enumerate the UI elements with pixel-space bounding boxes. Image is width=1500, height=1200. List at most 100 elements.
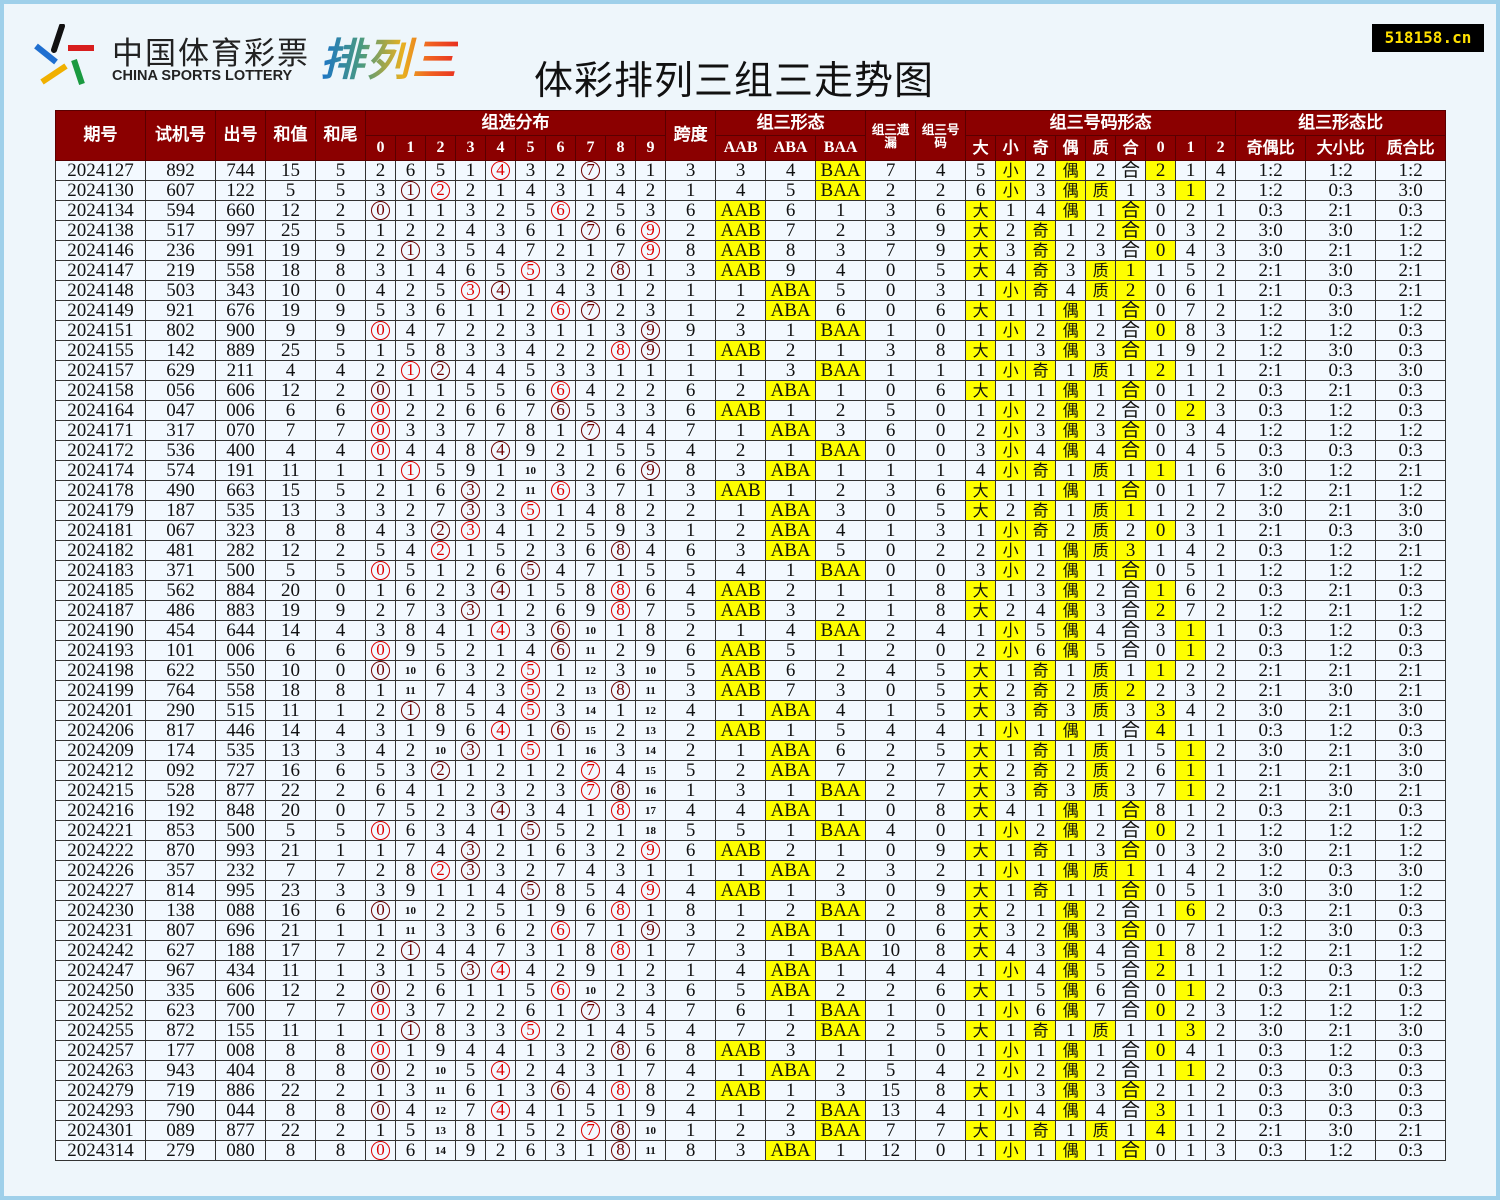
attr-cell: 大 [965,1020,997,1041]
span-cell: 1 [665,360,717,381]
dist-cell-8: 5 [605,200,636,221]
sum-cell: 18 [265,680,316,701]
form-cell: BAA [815,440,867,461]
attr-cell: 2 [1055,680,1087,701]
form-cell: 2 [815,220,867,241]
sum-cell: 11 [265,460,316,481]
dist-cell-3: 1 [455,980,486,1001]
attr-cell: 3 [1055,260,1087,281]
issue-cell: 2024183 [55,560,146,581]
dist-cell-4: 1 [485,740,516,761]
form-cell: BAA [815,180,867,201]
header-digit-8: 8 [605,135,636,161]
attr-cell: 2 [1055,240,1087,261]
dist-cell-7: 5 [575,1100,606,1121]
dist-cell-2: 3 [425,920,456,941]
attr-cell: 6 [915,920,967,941]
dist-cell-1: 3 [395,760,426,781]
span-cell: 4 [665,440,717,461]
ratio-cell: 1:2 [1375,220,1447,241]
attr-cell: 1 [1025,300,1057,321]
ratio-cell: 1:2 [1235,560,1307,581]
road-cell-1: 8 [1145,800,1177,821]
attr-cell: 质 [1085,860,1117,881]
table-row: 2024181 067 323 8 8 4 3 2 3 4 1 2 5 9 3 1 2 ABA 4 1 3 1 小奇 2 质 2 0… [55,520,1447,541]
ratio-cell: 3:0 [1235,240,1307,261]
star-logo-icon [34,24,94,85]
draw-cell: 500 [215,560,266,581]
span-cell: 6 [665,400,717,421]
attr-cell: 2 [1085,900,1117,921]
header-ratio-col-2: 质合比 [1375,135,1447,161]
attr-cell: 3 [965,440,997,461]
ratio-cell: 0:3 [1305,860,1377,881]
dist-cell-4: 6 [485,920,516,941]
tail-cell: 5 [315,160,366,181]
draw-cell: 446 [215,720,266,741]
ratio-cell: 3 [1205,1000,1237,1021]
road-cell-0: 合 [1115,940,1147,961]
attr-cell: 大 [965,940,997,961]
dist-cell-5: 2 [515,780,546,801]
dist-cell-1: 2 [395,400,426,421]
ratio-cell: 2:1 [1305,240,1377,261]
hit-circle: 6 [551,641,570,660]
road-cell-0: 1 [1115,180,1147,201]
form-cell: BAA [815,1120,867,1141]
dist-cell-1: 1 [395,180,426,201]
tail-cell: 4 [315,720,366,741]
header-attr-col-6: 0 [1145,135,1177,161]
tail-cell: 9 [315,320,366,341]
ratio-cell: 3 [1205,1140,1237,1161]
dist-cell-8: 3 [605,740,636,761]
sum-cell: 15 [265,480,316,501]
dist-cell-3: 7 [455,420,486,441]
hit-circle: 8 [611,681,630,700]
dist-cell-7: 3 [575,280,606,301]
table-row: 2024157 629 211 4 4 2 1 2 4 4 5 3 3 1 1 1 1 3 BAA 1 1 1 小奇 1 质 1 2… [55,360,1447,381]
dist-cell-3: 3 [455,920,486,941]
miss-cell: 2 [865,640,917,661]
dist-cell-5: 9 [515,440,546,461]
road-cell-1: 2 [1145,360,1177,381]
form-cell: 3 [715,540,767,561]
ratio-cell: 2 [1205,1060,1237,1081]
dist-cell-1: 2 [395,500,426,521]
attr-cell: 3 [1085,1080,1117,1101]
ratio-cell: 0:3 [1375,640,1447,661]
dist-cell-8: 3 [605,160,636,181]
dist-cell-6: 6 [545,400,576,421]
dist-cell-4: 4 [485,160,516,181]
table-row: 2024293 790 044 8 8 0 4 12 7 4 4 1 5 1 9 4 1 2 BAA 13 4 1 小 4 偶 4… [55,1100,1447,1121]
tail-cell: 8 [315,1140,366,1161]
road-cell-2: 2 [1175,820,1207,841]
dist-cell-3: 3 [455,740,486,761]
ratio-cell: 0:3 [1235,620,1307,641]
dist-cell-4: 3 [485,220,516,241]
form-cell: AAB [715,200,767,221]
miss-cell: 0 [865,800,917,821]
ratio-cell: 0:3 [1375,980,1447,1001]
dist-cell-2: 3 [425,240,456,261]
attr-cell: 小 [995,820,1027,841]
dist-cell-7: 3 [575,360,606,381]
attr-cell: 5 [1085,640,1117,661]
form-cell: 2 [815,600,867,621]
attr-cell: 7 [915,760,967,781]
header-test: 试机号 [145,110,216,161]
hit-circle: 6 [551,1081,570,1100]
dist-cell-9: 1 [634,860,667,881]
hit-circle: 6 [551,721,570,740]
ratio-cell: 1 [1205,360,1237,381]
issue-cell: 2024147 [55,260,146,281]
dist-cell-6: 2 [545,960,576,981]
site-badge[interactable]: 518158.cn [1372,24,1484,52]
dist-cell-2: 3 [425,820,456,841]
road-cell-2: 1 [1175,380,1207,401]
hit-circle: 2 [431,361,450,380]
attr-cell: 1 [1085,200,1117,221]
dist-cell-9: 4 [634,420,667,441]
dist-cell-1: 3 [395,520,426,541]
sum-cell: 8 [265,1060,316,1081]
dist-cell-8: 2 [605,840,636,861]
